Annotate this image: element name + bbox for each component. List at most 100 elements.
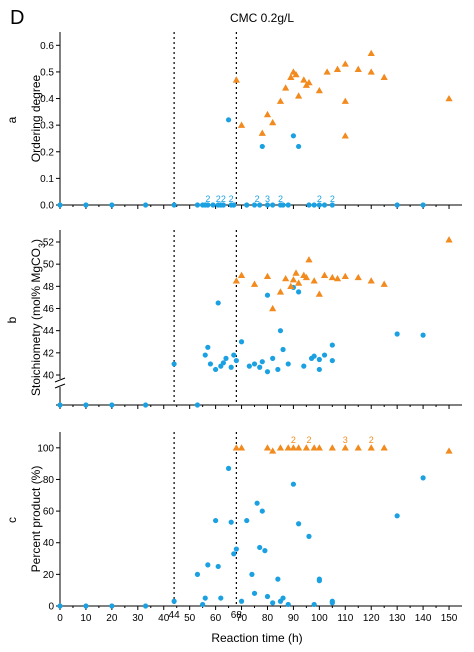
panel-b-triangle-point [341,272,349,280]
panel-c-circle-point [57,603,63,609]
panel-a-triangle-point [341,97,349,104]
panel-b-triangle-point [263,272,272,280]
panel-c-triangle-point [315,444,323,451]
panel-a-triangle-point [354,65,362,72]
panel-c-x-tick-label: 30 [132,613,144,624]
panel-c-y-tick-label: 20 [43,570,55,581]
panel-c-vline-label: 44 [169,610,181,621]
panel-b-axis-break-mark [54,377,66,383]
panel-b-y-tick-label: 52 [43,238,55,249]
panel-c-triangle-point [289,444,298,451]
panel-a-series-circle [57,117,426,208]
panel-b-circle-point [251,361,258,367]
panel-b-triangle-point [333,274,342,282]
panel-b-triangle-point [287,282,295,290]
panel-b-triangle-point [269,304,277,312]
panel-c-count-annotation: 2 [369,435,374,445]
panel-c-y-axis-title: Percent product (%) [29,466,43,573]
panel-c-circle-point [225,465,232,471]
panel-c-circle-point [275,576,281,582]
panel-b-y-tick-label: 46 [43,304,55,315]
panel-a-triangle-point [269,118,277,126]
panel-a-triangle-point [445,94,453,102]
panel-b-circle-point [233,357,239,364]
panel-c-circle-point [249,571,255,577]
panel-a-triangle-point [282,84,290,91]
panel-a-count-annotation: 2 [255,194,260,204]
panel-a-y-tick-label: 0.4 [40,94,54,105]
panel-b-triangle-point [276,288,285,295]
panel-b-circle-point [215,300,221,306]
panel-c-circle-point [262,548,268,554]
figure-title: CMC 0.2g/L [230,11,294,25]
panel-a-count-annotation: 2 [216,194,221,204]
panel-c-series-circle [57,465,426,609]
panel-a-circle-point [296,143,302,150]
panel-c-triangle-point [367,444,375,451]
panel-c-circle-point [329,600,335,606]
panel-a-series-triangle [232,49,453,139]
panel-a-letter: a [5,116,19,123]
panel-b-triangle-point [328,273,336,281]
panel-c-x-tick-label: 80 [262,613,274,624]
panel-a-circle-point [329,202,335,208]
panel-a-circle-point [306,202,312,208]
panel-b-circle-point [264,369,271,375]
panel-c-circle-point [280,595,286,601]
panel-a-circle-point [83,202,89,208]
panel-a-circle-point [257,202,263,208]
panel-a-count-annotation: 2 [278,194,283,204]
panel-b-triangle-point [289,276,298,283]
panel-a-circle-point [420,202,426,208]
panel-c-triangle-point [380,444,388,451]
panel-b-circle-point [223,355,229,361]
panel-b-triangle-point [232,277,240,284]
panel-c-y-tick-label: 60 [43,507,55,518]
panel-c-triangle-point [354,444,362,451]
panel-b-circle-point [142,402,149,408]
panel-a-triangle-point [263,110,272,118]
panel-b-triangle-point [310,277,318,284]
panel-c-count-annotation: 2 [306,435,311,445]
panel-a-circle-point [194,202,201,208]
panel-a-circle-point [171,202,177,208]
panel-a-circle-point [280,202,286,208]
panel-c-circle-point [109,603,115,609]
panel-b-triangle-point [292,269,300,276]
panel-a-triangle-point [341,132,349,139]
panel-b-triangle-point [237,271,246,278]
panel-c-circle-point [228,519,234,525]
panel-b-circle-point [228,364,234,370]
panel-a-y-axis-title: Ordering degree [29,74,43,162]
panel-a-circle-point [244,202,250,208]
panel-b-triangle-point [295,279,303,286]
panel-a-y-tick-label: 0.0 [40,201,54,212]
panel-c-triangle-point [295,444,303,451]
panel-b-series-circle [57,284,426,408]
panel-b-triangle-point [250,280,259,287]
panel-c-y-tick-label: 80 [43,475,55,486]
panel-c-x-tick-label: 110 [337,613,353,624]
panel-b-circle-point [246,363,252,369]
panel-b-circle-point [231,352,237,358]
panel-c-circle-point [316,576,322,582]
panel-c-x-tick-label: 90 [288,613,300,624]
panel-b-y-tick-label: 50 [43,260,55,271]
panel-a-triangle-point [305,78,313,86]
figure-label: D [10,7,24,29]
panel-c-circle-point [394,513,400,519]
panel-b-circle-point [316,366,322,373]
panel-b-circle-point [171,361,177,367]
panel-b-circle-point [285,361,291,367]
panel-a-triangle-point [380,73,388,80]
panel-a-circle-point [142,202,149,208]
panel-a-circle-point [57,202,63,208]
panel-b-y-tick-label: 48 [43,282,55,293]
panel-c-triangle-point [328,444,336,451]
panel-c-circle-point [205,562,211,568]
panel-b-triangle-point [354,273,362,281]
panel-c-circle-point [296,521,302,527]
panel-b-y-tick-label: 44 [43,326,55,337]
